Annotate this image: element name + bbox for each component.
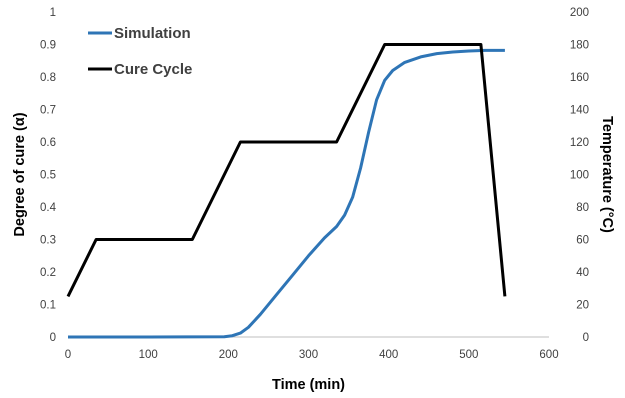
y-axis-title: Degree of cure (α) bbox=[12, 112, 28, 236]
y-tick-label: 0.8 bbox=[40, 72, 56, 84]
y-tick-label: 0.7 bbox=[40, 105, 56, 117]
y2-tick-label: 100 bbox=[570, 170, 589, 182]
x-tick-label: 600 bbox=[539, 349, 558, 361]
legend-label: Simulation bbox=[114, 25, 191, 42]
y-tick-label: 0.9 bbox=[40, 40, 56, 52]
y-axis-right: 0 20 40 60 80 100 120 140 160 180 200 bbox=[570, 7, 589, 344]
y2-tick-label: 60 bbox=[576, 235, 589, 247]
y2-tick-label: 20 bbox=[576, 300, 589, 312]
x-axis-title: Time (min) bbox=[272, 377, 345, 393]
y2-tick-label: 120 bbox=[570, 137, 589, 149]
y-tick-label: 0.1 bbox=[40, 300, 56, 312]
y2-tick-label: 200 bbox=[570, 7, 589, 19]
legend: Simulation Cure Cycle bbox=[88, 25, 192, 78]
y-tick-label: 0.2 bbox=[40, 267, 56, 279]
y2-tick-label: 140 bbox=[570, 105, 589, 117]
x-tick-label: 500 bbox=[459, 349, 478, 361]
y2-tick-label: 180 bbox=[570, 40, 589, 52]
x-tick-label: 300 bbox=[299, 349, 318, 361]
y-tick-label: 0.5 bbox=[40, 170, 56, 182]
x-tick-label: 0 bbox=[65, 349, 71, 361]
y-tick-label: 1 bbox=[50, 7, 56, 19]
y-tick-label: 0.3 bbox=[40, 235, 56, 247]
y-axis-left: 0 0.1 0.2 0.3 0.4 0.5 0.6 0.7 0.8 0.9 1 bbox=[40, 7, 57, 344]
y-tick-label: 0 bbox=[50, 332, 56, 344]
series-line-simulation bbox=[68, 48, 505, 339]
series-layer bbox=[66, 43, 507, 339]
series-line-cure-cycle bbox=[66, 43, 507, 298]
legend-label: Cure Cycle bbox=[114, 61, 192, 78]
y2-tick-label: 40 bbox=[576, 267, 589, 279]
y2-tick-label: 160 bbox=[570, 72, 589, 84]
y2-tick-label: 0 bbox=[583, 332, 589, 344]
y2-tick-label: 80 bbox=[576, 202, 589, 214]
x-axis: 0 100 200 300 400 500 600 bbox=[65, 336, 559, 361]
x-tick-label: 200 bbox=[219, 349, 238, 361]
x-tick-label: 400 bbox=[379, 349, 398, 361]
y2-axis-title: Temperature (°C) bbox=[599, 116, 615, 233]
y-tick-label: 0.6 bbox=[40, 137, 56, 149]
y-tick-label: 0.4 bbox=[40, 202, 57, 214]
x-tick-label: 100 bbox=[139, 349, 158, 361]
